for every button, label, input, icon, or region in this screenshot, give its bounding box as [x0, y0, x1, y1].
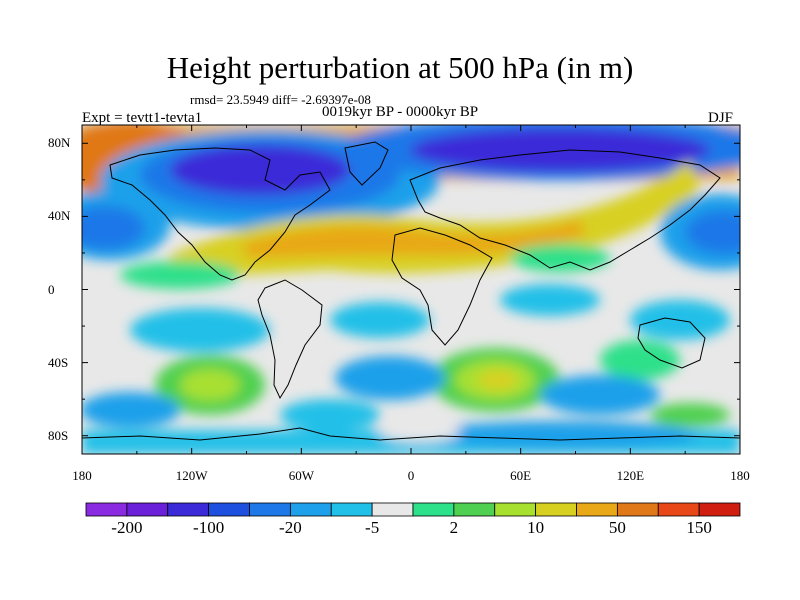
- colorbar-swatch: [657, 502, 700, 517]
- antarctic-neutral: [380, 422, 460, 442]
- lon-tick-label: 120E: [616, 468, 645, 483]
- lon-tick-label: 180: [72, 468, 92, 483]
- trop-neg-1: [130, 308, 270, 352]
- antarctica-coast: [82, 427, 740, 441]
- lat-tick-label: 40S: [48, 354, 69, 370]
- colorbar-swatch: [535, 502, 577, 517]
- season-label: DJF: [708, 110, 734, 126]
- colorbar: [85, 502, 741, 517]
- north-america-coast: [109, 147, 331, 281]
- coastlines: [82, 141, 740, 441]
- colorbar-swatch: [126, 502, 169, 517]
- colorbar-label: -200: [111, 518, 143, 537]
- colorbar-label: 150: [686, 518, 712, 537]
- sio-positive-core: [478, 370, 518, 390]
- lon-tick-label: 60W: [288, 468, 314, 483]
- chart-title: Height perturbation at 500 hPa (in m): [166, 50, 634, 85]
- colorbar-swatch: [576, 502, 618, 517]
- siberia-negative-core: [410, 128, 710, 172]
- colorbar-swatch: [85, 502, 128, 517]
- africa-coast: [391, 227, 493, 346]
- samer-negative: [280, 399, 380, 431]
- lon-tick-label: 0: [407, 468, 415, 483]
- colorbar-label: -5: [365, 518, 380, 537]
- colorbar-label: -100: [193, 518, 225, 537]
- anomaly-blobs: [82, 125, 740, 454]
- colorbar-swatch: [494, 502, 537, 517]
- lat-tick-label: 0: [48, 281, 55, 297]
- anomaly-field: [82, 125, 740, 454]
- sind-negative: [540, 375, 660, 415]
- colorbar-swatch: [208, 502, 250, 517]
- australia-coast: [637, 317, 706, 369]
- antarctic-negative: [420, 421, 700, 449]
- lon-tick-label: 60E: [510, 468, 532, 483]
- colorbar-swatch: [371, 502, 414, 517]
- period-label: 0019kyr BP - 0000kyr BP: [322, 104, 479, 120]
- colorbar-label: 50: [608, 518, 626, 537]
- colorbar-swatch: [698, 502, 741, 517]
- satl-negative: [335, 356, 445, 400]
- sepac-negative: [82, 392, 180, 428]
- spac-positive-core: [180, 369, 240, 401]
- south-america-coast: [257, 279, 323, 400]
- colorbar-swatch: [330, 502, 373, 517]
- lat-tick-label: 40N: [48, 208, 71, 224]
- colorbar-label: -20: [279, 518, 302, 537]
- colorbar-swatch: [616, 502, 659, 517]
- colorbar-swatch: [289, 502, 332, 517]
- lat-tick-label: 80S: [48, 427, 69, 443]
- stats-label: rmsd= 23.5949 diff= -2.69397e-08: [190, 92, 371, 107]
- colorbar-swatch: [412, 502, 455, 517]
- na-negative-core: [170, 145, 350, 195]
- colorbar-label: 10: [527, 518, 545, 537]
- colorbar-swatch: [249, 502, 291, 517]
- midlat-positive-core: [240, 220, 585, 258]
- trop-neg-2: [330, 302, 430, 338]
- experiment-label: Expt = tevtt1-tevta1: [82, 110, 203, 126]
- lon-tick-label: 180: [730, 468, 750, 483]
- greenland-coast: [344, 141, 389, 186]
- lon-tick-label: 120W: [175, 468, 208, 483]
- trop-pacific-positive: [120, 261, 240, 289]
- axis-ticks: [81, 125, 741, 454]
- lat-tick-label: 80N: [48, 135, 71, 151]
- trop-neg-3: [500, 284, 600, 316]
- colorbar-label: 2: [449, 518, 459, 537]
- colorbar-swatch: [167, 502, 210, 517]
- npac-east-negative-core: [685, 210, 740, 254]
- antarctic-positive: [650, 403, 730, 427]
- trop-indian-positive: [510, 244, 610, 272]
- colorbar-swatch: [453, 502, 496, 517]
- eurasia-coast: [409, 149, 721, 271]
- sw-pac-positive: [600, 340, 680, 380]
- npac-west-negative-core: [82, 206, 145, 250]
